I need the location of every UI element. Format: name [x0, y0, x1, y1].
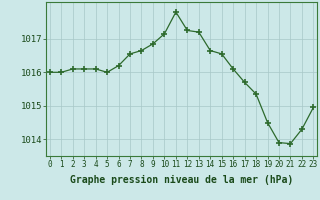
X-axis label: Graphe pression niveau de la mer (hPa): Graphe pression niveau de la mer (hPa)	[70, 175, 293, 185]
